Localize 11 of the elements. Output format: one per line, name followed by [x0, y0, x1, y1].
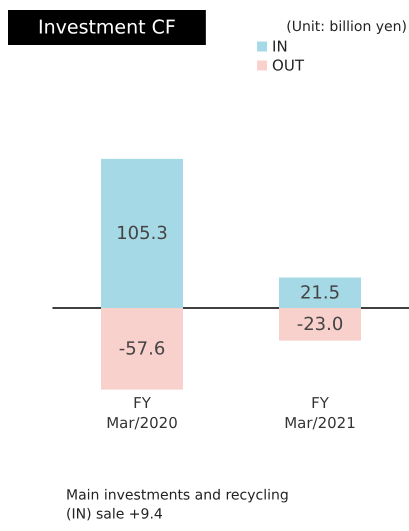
text: (Unit: billion yen)	[286, 19, 408, 35]
legend-label: IN	[272, 38, 288, 56]
data-label: 21.5	[300, 282, 340, 304]
data-label: 105.3	[116, 222, 168, 244]
data-label: -23.0	[296, 314, 344, 335]
x-tick-label: FY Mar/2020	[106, 394, 178, 432]
chart-title: Investment CF	[38, 16, 176, 38]
legend-label: OUT	[272, 56, 305, 74]
text: Main investments and recycling (IN) sale +9.4	[66, 488, 289, 522]
x-tick-label: FY Mar/2021	[284, 394, 356, 432]
data-label: -57.6	[118, 338, 166, 360]
